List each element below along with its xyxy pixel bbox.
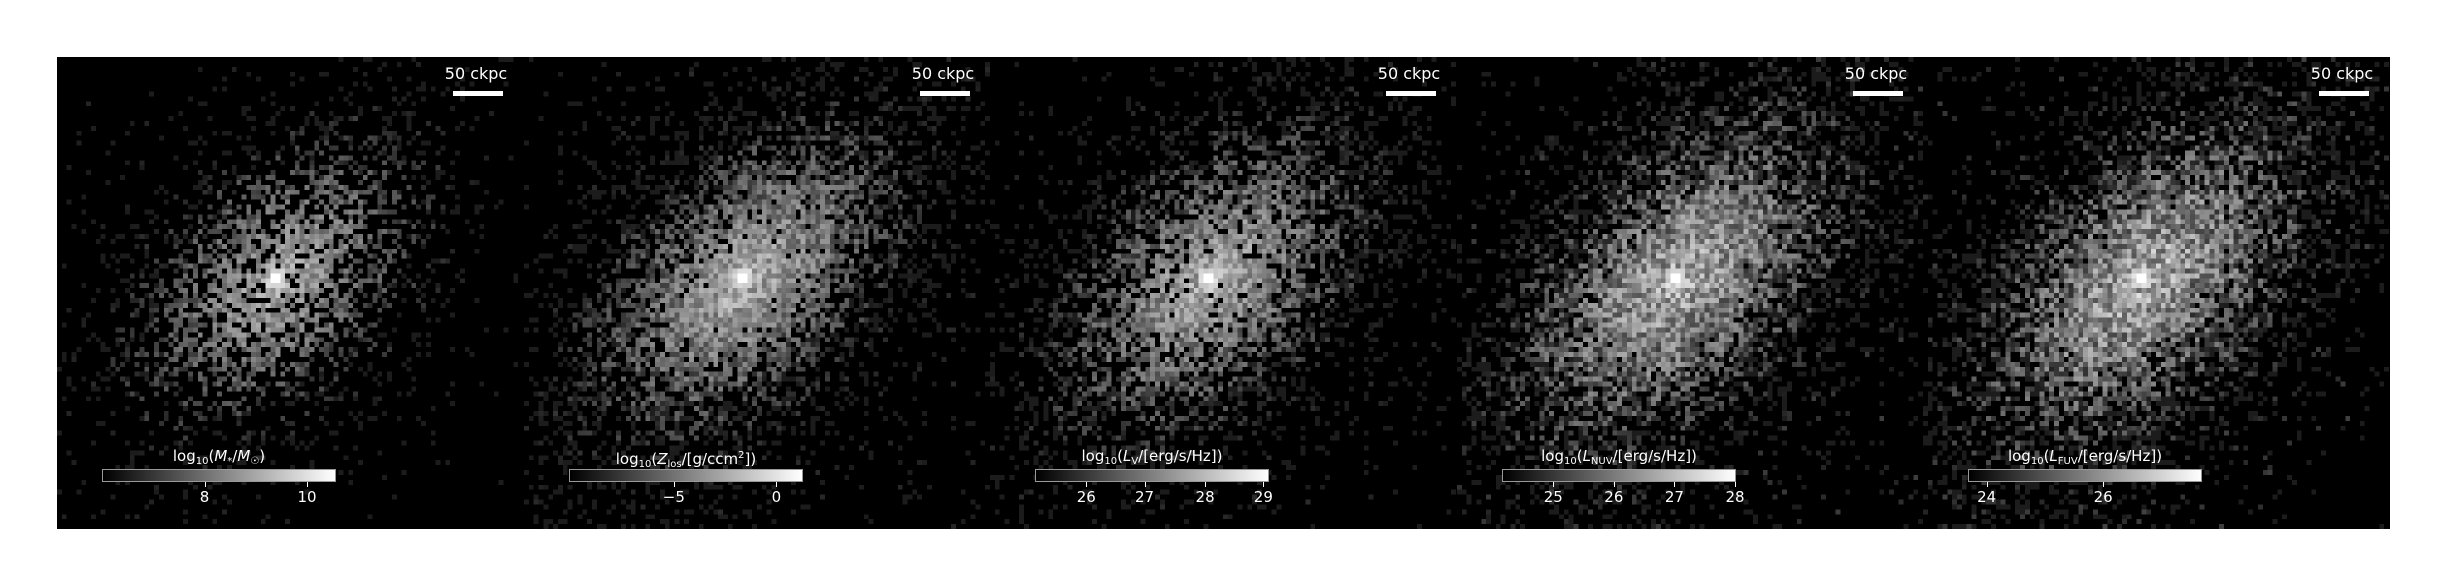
galaxy-image — [57, 57, 523, 529]
colorbar-label: log10(Zlos/[g/ccm2]) — [615, 450, 757, 470]
scalebar-label: 50 ckpc — [1377, 64, 1441, 83]
colorbar — [102, 469, 336, 482]
figure: 50 ckpc log10(M*/M☉) 8 10 50 ckpc log10(Zlos/… — [57, 57, 2390, 529]
map-panel-1: 50 ckpc log10(M*/M☉) 8 10 — [57, 57, 523, 529]
scalebar-label: 50 ckpc — [444, 64, 508, 83]
galaxy-image — [990, 57, 1456, 529]
map-panel-4: 50 ckpc log10(LNUV/[erg/s/Hz]) 25 26 27 28 — [1457, 57, 1923, 529]
scalebar-line — [453, 91, 503, 96]
colorbar-tick — [776, 482, 778, 487]
scalebar-label: 50 ckpc — [911, 64, 975, 83]
colorbar — [1502, 469, 1736, 482]
colorbar-label: log10(LV/[erg/s/Hz]) — [1081, 447, 1223, 467]
colorbar-tick-label: 24 — [1977, 488, 1997, 506]
scalebar-label: 50 ckpc — [1844, 64, 1908, 83]
colorbar — [1968, 469, 2202, 482]
colorbar-tick — [1205, 482, 1207, 487]
colorbar-tick-label: 29 — [1253, 488, 1273, 506]
colorbar-tick — [204, 482, 206, 487]
colorbar-tick — [1263, 482, 1265, 487]
scalebar-label: 50 ckpc — [2310, 64, 2374, 83]
colorbar — [1035, 469, 1269, 482]
galaxy-image — [1457, 57, 1923, 529]
scalebar-line — [1386, 91, 1436, 96]
galaxy-image — [1923, 57, 2389, 529]
colorbar-tick — [673, 482, 675, 487]
colorbar-tick-label: 0 — [771, 488, 782, 506]
colorbar-tick — [2103, 482, 2105, 487]
colorbar-tick-label: 28 — [1195, 488, 1215, 506]
colorbar-tick-label: 27 — [1134, 488, 1155, 506]
colorbar-tick — [1674, 482, 1676, 487]
colorbar-tick — [1144, 482, 1146, 487]
map-panel-2: 50 ckpc log10(Zlos/[g/ccm2]) −5 0 — [524, 57, 990, 529]
colorbar-tick — [307, 482, 309, 487]
colorbar-tick — [1735, 482, 1736, 487]
scalebar-line — [1853, 91, 1903, 96]
colorbar-tick-label: 28 — [1725, 488, 1745, 506]
colorbar-tick — [1613, 482, 1615, 487]
colorbar-tick — [1086, 482, 1088, 487]
colorbar-tick-label: 8 — [199, 488, 210, 506]
scalebar-line — [2319, 91, 2369, 96]
colorbar-tick-label: 26 — [2093, 488, 2113, 506]
colorbar-tick-label: −5 — [662, 488, 685, 506]
colorbar-tick-label: 25 — [1543, 488, 1563, 506]
map-panel-3: 50 ckpc log10(LV/[erg/s/Hz]) 26 27 28 29 — [990, 57, 1456, 529]
scalebar-line — [920, 91, 970, 96]
colorbar-tick — [1553, 482, 1555, 487]
colorbar-tick-label: 27 — [1664, 488, 1684, 506]
colorbar-tick — [1986, 482, 1988, 487]
colorbar-tick-label: 10 — [297, 488, 317, 506]
colorbar-label: log10(LFUV/[erg/s/Hz]) — [2007, 447, 2163, 467]
colorbar-label: log10(M*/M☉) — [172, 447, 266, 467]
colorbar-tick-label: 26 — [1604, 488, 1624, 506]
map-panel-5: 50 ckpc log10(LFUV/[erg/s/Hz]) 24 26 — [1923, 57, 2389, 529]
galaxy-image — [524, 57, 990, 529]
colorbar-tick-label: 26 — [1076, 488, 1096, 506]
colorbar-label: log10(LNUV/[erg/s/Hz]) — [1541, 447, 1697, 467]
colorbar — [569, 469, 803, 482]
